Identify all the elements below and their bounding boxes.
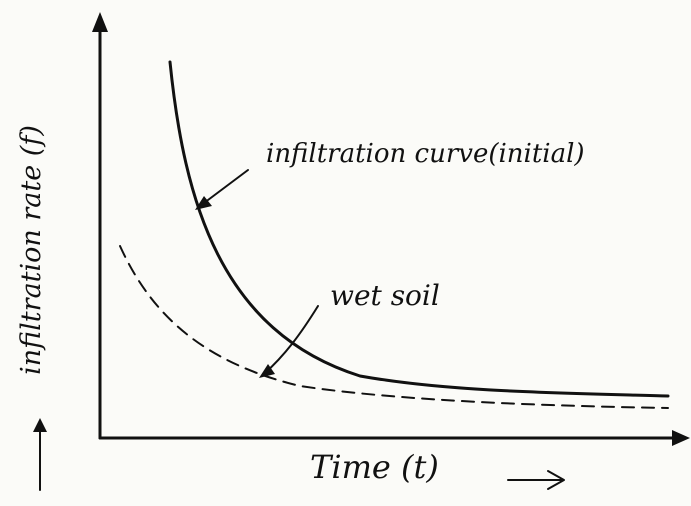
y-axis-arrow bbox=[92, 12, 108, 32]
pointer-initial bbox=[199, 169, 249, 207]
annotation-wet-soil: wet soil bbox=[330, 279, 440, 312]
x-axis-label: Time (t) bbox=[310, 448, 439, 486]
y-axis-label: infiltration rate (f) bbox=[16, 125, 47, 375]
annotation-initial: infiltration curve(initial) bbox=[266, 139, 585, 169]
x-label-arrow-head bbox=[547, 470, 565, 490]
wet-soil-curve bbox=[119, 245, 669, 409]
pointer-initial-head bbox=[195, 196, 212, 210]
pointer-wet bbox=[263, 305, 319, 375]
x-axis-arrow bbox=[672, 430, 690, 446]
y-label-arrow-head bbox=[33, 418, 47, 432]
initial-curve bbox=[168, 60, 670, 398]
pointer-wet-head bbox=[259, 364, 275, 378]
